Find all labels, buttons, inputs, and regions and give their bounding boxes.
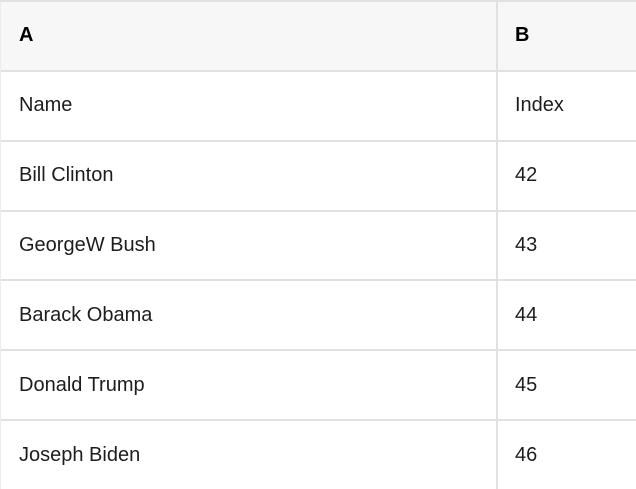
cell-president-index[interactable]: 43 — [515, 234, 538, 256]
table-row: Donald Trump 45 — [1, 351, 636, 422]
cell-president-index[interactable]: 44 — [515, 303, 538, 326]
cell-president-name[interactable]: Bill Clinton — [1, 141, 498, 210]
cell-president-index[interactable]: 42 — [515, 164, 538, 187]
table-row: Bill Clinton 42 — [1, 141, 636, 212]
column-header-a[interactable]: A — [1, 2, 498, 70]
column-header-b[interactable]: B — [515, 24, 530, 47]
cell-index-label[interactable]: Index — [515, 94, 564, 117]
cell-president-name[interactable]: Barack Obama — [1, 281, 498, 350]
table-row: Name Index — [1, 71, 636, 142]
cell-president-name[interactable]: GeorgeW Bush — [1, 211, 498, 280]
table-row: GeorgeW Bush 43 — [1, 211, 636, 282]
cell-president-name[interactable]: Joseph Biden — [1, 421, 498, 489]
cell-president-index[interactable]: 46 — [515, 443, 538, 466]
table-row: Joseph Biden 46 — [1, 421, 636, 489]
column-header-row: A B — [1, 2, 636, 72]
table-row: Barack Obama 44 — [1, 281, 636, 352]
cell-name-label[interactable]: Name — [1, 71, 498, 140]
cell-president-index[interactable]: 45 — [515, 373, 538, 396]
cell-president-name[interactable]: Donald Trump — [1, 351, 498, 420]
